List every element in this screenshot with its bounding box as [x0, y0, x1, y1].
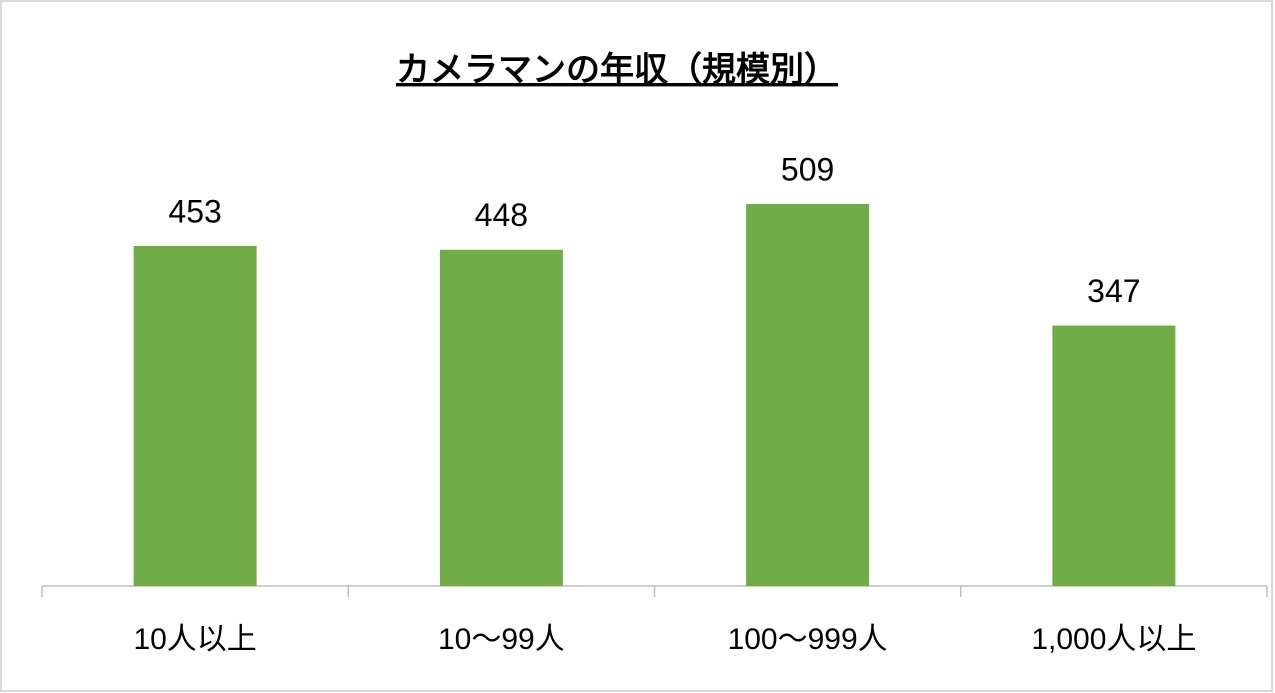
bar	[746, 204, 870, 586]
chart-title: カメラマンの年収（規模別）	[396, 50, 838, 89]
data-label: 347	[1087, 273, 1140, 309]
bar	[133, 246, 257, 586]
x-tick-label: 10人以上	[133, 623, 256, 656]
bar	[439, 249, 563, 586]
x-tick-label: 1,000人以上	[1031, 623, 1196, 656]
x-tick-label: 10〜99人	[438, 623, 565, 656]
data-label: 509	[781, 151, 834, 187]
data-label: 453	[168, 193, 221, 229]
bar	[1052, 325, 1176, 586]
x-tick-label: 100〜999人	[728, 623, 888, 656]
data-label: 448	[475, 197, 528, 233]
